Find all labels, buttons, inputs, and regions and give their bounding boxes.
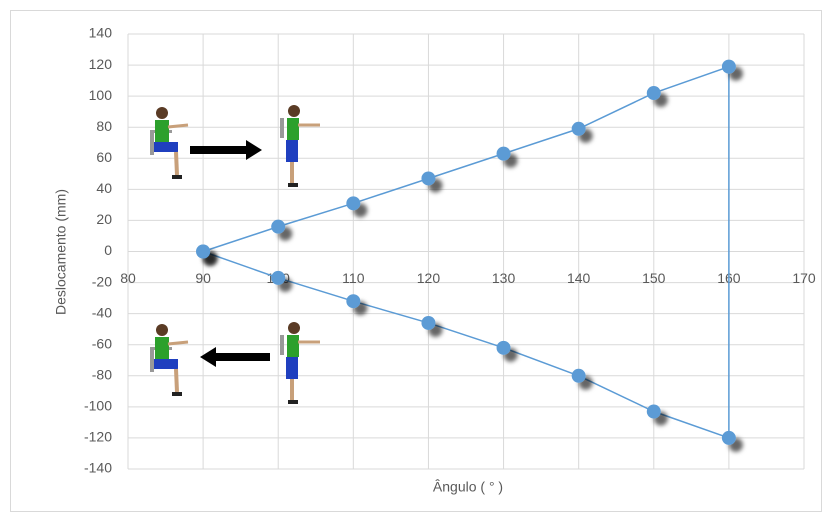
data-point bbox=[497, 147, 511, 161]
x-tick-label: 120 bbox=[417, 270, 441, 286]
y-tick-label: 120 bbox=[89, 56, 113, 72]
data-point bbox=[346, 196, 360, 210]
x-axis-title: Ângulo ( ° ) bbox=[433, 479, 503, 495]
x-tick-label: 170 bbox=[792, 270, 816, 286]
data-point bbox=[346, 294, 360, 308]
chart-frame bbox=[11, 11, 822, 512]
data-point bbox=[271, 220, 285, 234]
y-tick-label: 100 bbox=[89, 87, 113, 103]
y-tick-label: -20 bbox=[92, 273, 112, 289]
data-point bbox=[497, 341, 511, 355]
y-tick-label: -40 bbox=[92, 304, 112, 320]
data-point bbox=[572, 369, 586, 383]
y-tick-label: 60 bbox=[96, 149, 112, 165]
data-point bbox=[271, 271, 285, 285]
y-tick-label: 0 bbox=[104, 242, 112, 258]
y-tick-label: -140 bbox=[84, 460, 112, 476]
y-tick-label: 20 bbox=[96, 211, 112, 227]
y-tick-label: 40 bbox=[96, 180, 112, 196]
x-tick-label: 90 bbox=[195, 270, 211, 286]
data-point bbox=[421, 171, 435, 185]
y-axis-title: Deslocamento (mm) bbox=[53, 189, 69, 315]
x-tick-label: 110 bbox=[342, 270, 365, 286]
y-tick-label: 80 bbox=[96, 118, 112, 134]
x-tick-label: 140 bbox=[567, 270, 591, 286]
data-point bbox=[196, 245, 210, 259]
data-point bbox=[572, 122, 586, 136]
x-tick-label: 150 bbox=[642, 270, 666, 286]
y-tick-label: -100 bbox=[84, 398, 112, 414]
y-tick-label: -80 bbox=[92, 366, 112, 382]
data-point bbox=[421, 316, 435, 330]
y-tick-label: 140 bbox=[89, 25, 113, 41]
data-point bbox=[722, 431, 736, 445]
x-tick-label: 80 bbox=[120, 270, 136, 286]
y-tick-label: -120 bbox=[84, 429, 112, 445]
x-tick-label: 130 bbox=[492, 270, 516, 286]
chart: Ângulo ( ° ) Deslocamento (mm) -140 -120 -… bbox=[0, 0, 832, 522]
data-point bbox=[722, 60, 736, 74]
data-point bbox=[647, 405, 661, 419]
data-point bbox=[647, 86, 661, 100]
y-tick-label: -60 bbox=[92, 335, 112, 351]
